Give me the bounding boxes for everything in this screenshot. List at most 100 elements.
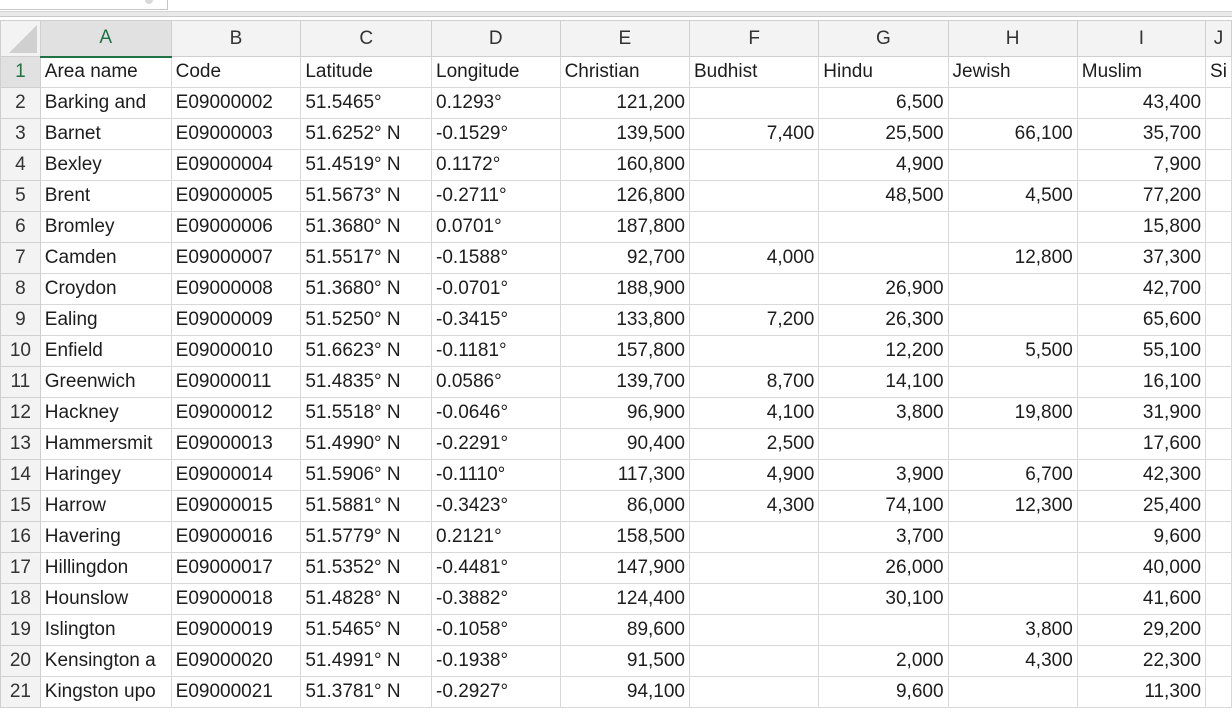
cell-sikh[interactable]: Si: [1205, 56, 1232, 88]
cell-jewish[interactable]: [947, 304, 1078, 336]
cell-latitude[interactable]: 51.5881° N: [300, 490, 433, 522]
cell-christian[interactable]: 121,200: [559, 87, 691, 119]
cell-hindu[interactable]: [818, 614, 949, 646]
cell-muslim[interactable]: 22,300: [1076, 645, 1207, 677]
cell-budhist[interactable]: [688, 149, 820, 181]
row-header[interactable]: 16: [0, 521, 41, 553]
cell-latitude[interactable]: 51.5906° N: [300, 459, 433, 491]
cell-code[interactable]: E09000012: [170, 397, 302, 429]
cell-code[interactable]: E09000014: [170, 459, 302, 491]
cell-longitude[interactable]: -0.3882°: [431, 583, 561, 615]
cell-budhist[interactable]: 7,200: [688, 304, 820, 336]
row-header[interactable]: 20: [0, 645, 41, 677]
cell-code[interactable]: E09000008: [170, 273, 302, 305]
cell-muslim[interactable]: 37,300: [1076, 242, 1207, 274]
cell-latitude[interactable]: 51.5465° N: [300, 614, 433, 646]
cell-longitude[interactable]: -0.1938°: [431, 645, 561, 677]
cell-jewish[interactable]: [947, 552, 1078, 584]
row-header[interactable]: 8: [0, 273, 41, 305]
row-header[interactable]: 13: [0, 428, 41, 460]
cell-muslim[interactable]: 42,700: [1076, 273, 1207, 305]
cell-area-name[interactable]: Camden: [39, 242, 172, 274]
cell-budhist[interactable]: [688, 676, 820, 708]
cell-jewish[interactable]: 5,500: [947, 335, 1078, 367]
cell-longitude[interactable]: 0.0701°: [431, 211, 561, 243]
cell-christian[interactable]: 86,000: [559, 490, 691, 522]
cell-latitude[interactable]: 51.5673° N: [300, 180, 433, 212]
cell-budhist[interactable]: 4,000: [688, 242, 820, 274]
cell-area-name[interactable]: Kingston upo: [39, 676, 172, 708]
cell-latitude[interactable]: 51.3781° N: [300, 676, 433, 708]
row-header[interactable]: 19: [0, 614, 41, 646]
cell-jewish[interactable]: [947, 87, 1078, 119]
cell-longitude[interactable]: 0.1293°: [431, 87, 561, 119]
cell-muslim[interactable]: 31,900: [1076, 397, 1207, 429]
cell-latitude[interactable]: 51.3680° N: [300, 273, 433, 305]
cell-code[interactable]: E09000009: [170, 304, 302, 336]
cell-hindu[interactable]: [818, 211, 949, 243]
cell-sikh[interactable]: [1205, 428, 1232, 460]
cell-area-name[interactable]: Hammersmit: [39, 428, 172, 460]
cell-sikh[interactable]: [1205, 490, 1232, 522]
cell-sikh[interactable]: [1205, 273, 1232, 305]
cell-latitude[interactable]: 51.5779° N: [300, 521, 433, 553]
cell-christian[interactable]: 158,500: [559, 521, 691, 553]
cell-longitude[interactable]: -0.0701°: [431, 273, 561, 305]
cell-area-name[interactable]: Croydon: [39, 273, 172, 305]
cell-area-name[interactable]: Haringey: [39, 459, 172, 491]
cell-area-name[interactable]: Kensington a: [39, 645, 172, 677]
cell-muslim[interactable]: 77,200: [1076, 180, 1207, 212]
row-header[interactable]: 5: [0, 180, 41, 212]
cell-christian[interactable]: 187,800: [559, 211, 691, 243]
cell-christian[interactable]: 188,900: [559, 273, 691, 305]
cell-jewish[interactable]: 4,500: [947, 180, 1078, 212]
cell-jewish[interactable]: 66,100: [947, 118, 1078, 150]
row-header[interactable]: 3: [0, 118, 41, 150]
cell-christian[interactable]: 92,700: [559, 242, 691, 274]
cell-hindu[interactable]: 26,900: [818, 273, 949, 305]
cell-muslim[interactable]: 40,000: [1076, 552, 1207, 584]
cell-sikh[interactable]: [1205, 645, 1232, 677]
name-box[interactable]: [0, 0, 168, 10]
cell-hindu[interactable]: 74,100: [818, 490, 949, 522]
cell-area-name[interactable]: Enfield: [39, 335, 172, 367]
cell-hindu[interactable]: 30,100: [818, 583, 949, 615]
cell-latitude[interactable]: Latitude: [300, 56, 433, 88]
cell-longitude[interactable]: 0.0586°: [431, 366, 561, 398]
cell-hindu[interactable]: 3,800: [818, 397, 949, 429]
cell-sikh[interactable]: [1205, 366, 1232, 398]
cell-latitude[interactable]: 51.4991° N: [300, 645, 433, 677]
cell-longitude[interactable]: -0.3415°: [431, 304, 561, 336]
column-header-e[interactable]: E: [559, 20, 691, 57]
cell-area-name[interactable]: Greenwich: [39, 366, 172, 398]
row-header[interactable]: 6: [0, 211, 41, 243]
cell-area-name[interactable]: Barking and: [39, 87, 172, 119]
cell-muslim[interactable]: 25,400: [1076, 490, 1207, 522]
cell-christian[interactable]: 160,800: [559, 149, 691, 181]
cell-budhist[interactable]: [688, 645, 820, 677]
cell-code[interactable]: E09000007: [170, 242, 302, 274]
cell-area-name[interactable]: Barnet: [39, 118, 172, 150]
cell-area-name[interactable]: Harrow: [39, 490, 172, 522]
cell-sikh[interactable]: [1205, 211, 1232, 243]
cell-budhist[interactable]: [688, 335, 820, 367]
row-header[interactable]: 17: [0, 552, 41, 584]
cell-latitude[interactable]: 51.4990° N: [300, 428, 433, 460]
cell-jewish[interactable]: 6,700: [947, 459, 1078, 491]
cell-christian[interactable]: 94,100: [559, 676, 691, 708]
row-header[interactable]: 18: [0, 583, 41, 615]
cell-code[interactable]: E09000013: [170, 428, 302, 460]
cell-longitude[interactable]: -0.1529°: [431, 118, 561, 150]
cell-muslim[interactable]: 65,600: [1076, 304, 1207, 336]
column-header-i[interactable]: I: [1076, 20, 1207, 57]
cell-sikh[interactable]: [1205, 87, 1232, 119]
cell-area-name[interactable]: Bromley: [39, 211, 172, 243]
cell-muslim[interactable]: 42,300: [1076, 459, 1207, 491]
cell-jewish[interactable]: 3,800: [947, 614, 1078, 646]
cell-jewish[interactable]: [947, 676, 1078, 708]
row-header[interactable]: 10: [0, 335, 41, 367]
cell-longitude[interactable]: 0.2121°: [431, 521, 561, 553]
cell-sikh[interactable]: [1205, 614, 1232, 646]
cell-area-name[interactable]: Bexley: [39, 149, 172, 181]
cell-christian[interactable]: 157,800: [559, 335, 691, 367]
